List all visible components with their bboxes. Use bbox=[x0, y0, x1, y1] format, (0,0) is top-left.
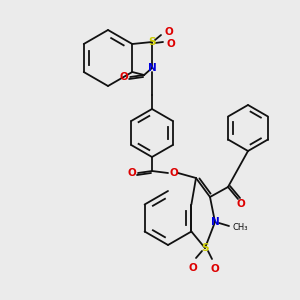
Text: O: O bbox=[169, 168, 178, 178]
Text: O: O bbox=[189, 263, 197, 273]
Text: O: O bbox=[165, 27, 173, 37]
Text: O: O bbox=[128, 168, 136, 178]
Text: N: N bbox=[148, 63, 156, 73]
Text: CH₃: CH₃ bbox=[232, 223, 248, 232]
Text: O: O bbox=[237, 199, 245, 209]
Text: O: O bbox=[167, 39, 176, 49]
Text: S: S bbox=[148, 37, 156, 47]
Text: O: O bbox=[120, 72, 128, 82]
Text: N: N bbox=[211, 217, 219, 227]
Text: S: S bbox=[201, 243, 209, 253]
Text: O: O bbox=[211, 264, 219, 274]
